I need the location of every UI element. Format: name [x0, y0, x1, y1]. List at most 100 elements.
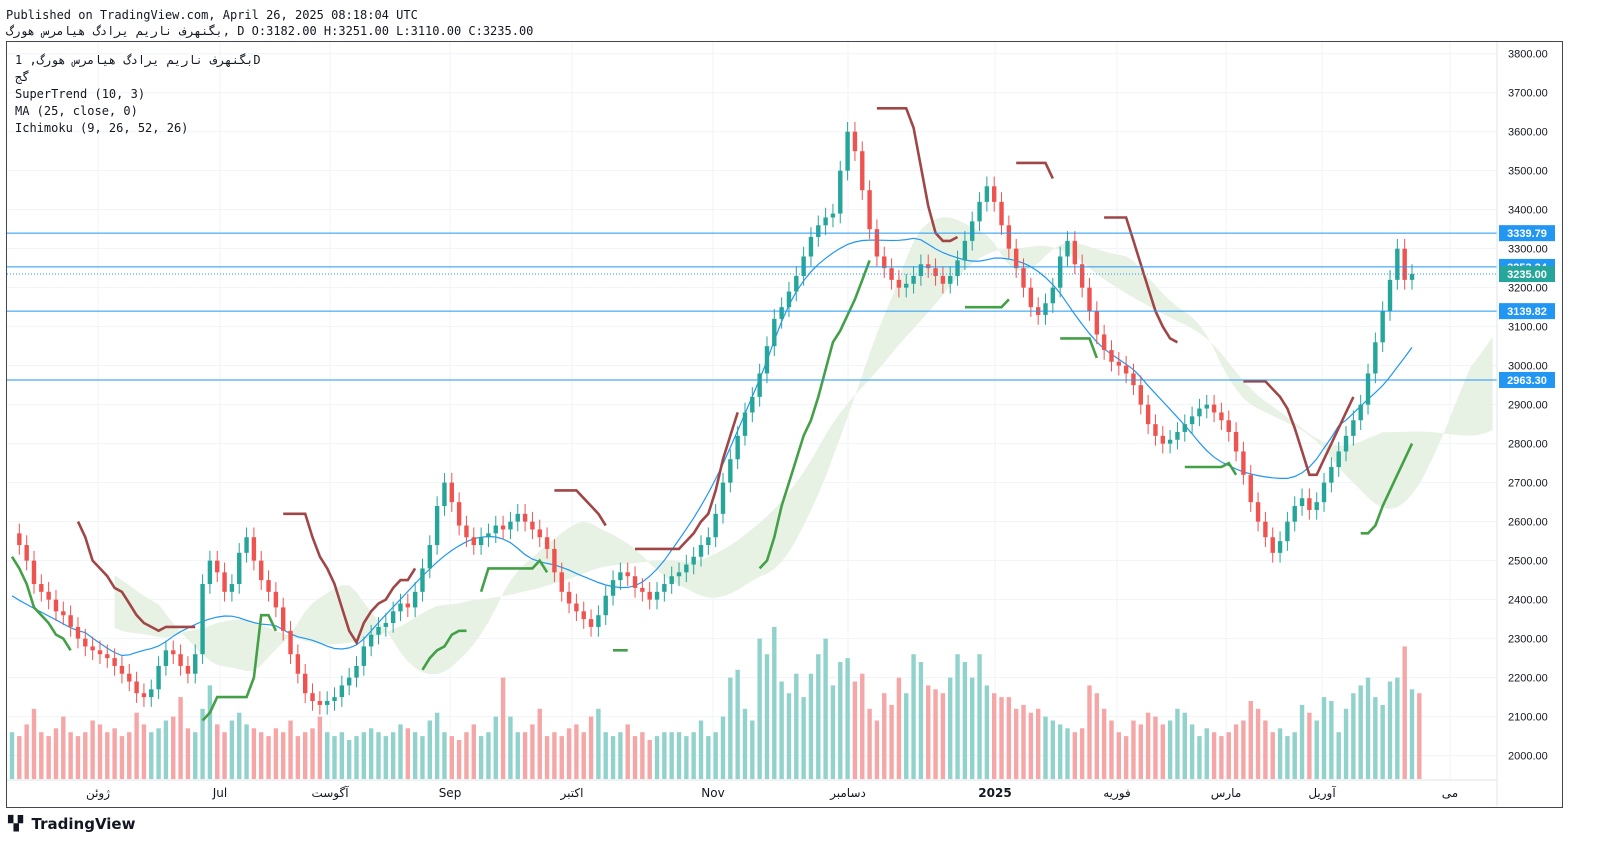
volume-bar	[1021, 704, 1026, 779]
supertrend-line	[201, 613, 278, 722]
candle-body	[706, 537, 711, 546]
volume-bar	[339, 732, 345, 779]
volume-bar	[977, 654, 982, 779]
candle-body	[24, 545, 29, 561]
volume-bar	[896, 677, 902, 779]
candle-body	[244, 537, 249, 553]
volume-bar	[237, 712, 242, 779]
volume-bar	[1387, 681, 1393, 779]
candle-body	[1226, 420, 1231, 432]
volume-bar	[185, 728, 191, 779]
volume-bar	[1343, 708, 1349, 779]
volume-bar	[288, 720, 293, 779]
candle-body	[259, 560, 264, 581]
volume-bar	[522, 732, 528, 779]
volume-bar	[1211, 732, 1217, 779]
legend-ma[interactable]: MA (25, close, 0)	[15, 104, 138, 118]
volume-bar	[867, 708, 872, 779]
candle-body	[926, 264, 931, 269]
candle-body	[970, 221, 975, 241]
price-label-bg	[1499, 225, 1555, 242]
volume-bar	[713, 732, 718, 779]
candle-body	[493, 525, 498, 534]
volume-bar	[1116, 732, 1122, 779]
volume-bar	[1087, 685, 1092, 779]
volume-bar	[200, 708, 205, 779]
volume-bar	[808, 673, 814, 779]
candle-body	[1255, 502, 1261, 522]
legend-ichimoku[interactable]: Ichimoku (9, 26, 52, 26)	[15, 121, 189, 135]
candle-body	[1387, 279, 1393, 312]
candle-body	[486, 533, 491, 538]
x-tick-label: Nov	[701, 786, 724, 800]
candle-body	[933, 268, 938, 276]
candle-body	[544, 537, 550, 549]
candle-body	[119, 665, 125, 674]
candle-body	[728, 459, 733, 483]
candle-body	[1087, 287, 1092, 312]
candle-body	[1021, 268, 1026, 288]
x-tick-label: ژوئن	[86, 786, 110, 801]
volume-bar	[918, 662, 924, 779]
volume-bar	[1285, 736, 1290, 779]
volume-bar	[405, 728, 411, 779]
candle-body	[632, 576, 638, 588]
candle-body	[794, 275, 799, 292]
volume-bar	[1043, 716, 1048, 779]
candle-body	[845, 131, 850, 171]
tradingview-brand[interactable]: ▚▘ TradingView	[8, 815, 135, 833]
volume-bar	[911, 654, 916, 779]
supertrend-line	[758, 259, 871, 570]
candle-body	[185, 665, 191, 674]
candle-body	[1292, 506, 1297, 522]
y-tick-label: 3300.00	[1508, 244, 1548, 256]
volume-bar	[83, 732, 88, 779]
candle-body	[237, 552, 242, 585]
y-tick-label: 2700.00	[1508, 478, 1548, 490]
volume-bar	[1145, 712, 1151, 779]
candle-body	[867, 190, 872, 230]
volume-bar	[786, 693, 792, 779]
volume-bar	[434, 712, 440, 779]
y-tick-label: 3100.00	[1508, 322, 1548, 334]
volume-bar	[698, 720, 704, 779]
volume-bar	[1219, 736, 1224, 779]
volume-bar	[163, 720, 169, 779]
volume-bar	[1072, 732, 1078, 779]
volume-bar	[1292, 732, 1297, 779]
volume-bar	[1409, 689, 1415, 779]
volume-bar	[119, 736, 125, 779]
volume-bar	[940, 693, 946, 779]
candle-body	[46, 591, 51, 600]
ohlc-caption: بگنهرف ناریم یرادگ هیامرس هورگ, D O:3182…	[6, 24, 534, 38]
candle-body	[676, 572, 682, 577]
volume-bar	[31, 708, 37, 779]
candle-body	[127, 673, 132, 682]
volume-bar	[772, 626, 777, 779]
volume-bar	[676, 732, 682, 779]
candle-body	[317, 701, 323, 705]
candle-body	[1028, 287, 1034, 308]
candle-body	[911, 275, 916, 284]
candle-body	[984, 186, 990, 202]
volume-bar	[625, 724, 630, 779]
volume-bar	[742, 708, 748, 779]
volume-bar	[251, 728, 257, 779]
y-tick-label: 3600.00	[1508, 127, 1548, 139]
volume-bar	[618, 732, 623, 779]
volume-bar	[368, 728, 374, 779]
volume-bar	[1299, 704, 1305, 779]
legend-symbol[interactable]: بگنهرف ناریم یرادگ هیامرس هورگ, 1D	[15, 53, 261, 67]
candle-body	[1270, 537, 1275, 553]
volume-bar	[171, 716, 176, 779]
volume-bar	[178, 697, 183, 779]
volume-bar	[801, 697, 806, 779]
candle-body	[808, 236, 814, 257]
volume-bar	[955, 654, 960, 779]
volume-bar	[244, 724, 249, 779]
candle-body	[1358, 404, 1363, 421]
candle-body	[141, 693, 147, 698]
legend-supertrend[interactable]: SuperTrend (10, 3)	[15, 87, 146, 101]
candle-body	[1197, 408, 1202, 417]
